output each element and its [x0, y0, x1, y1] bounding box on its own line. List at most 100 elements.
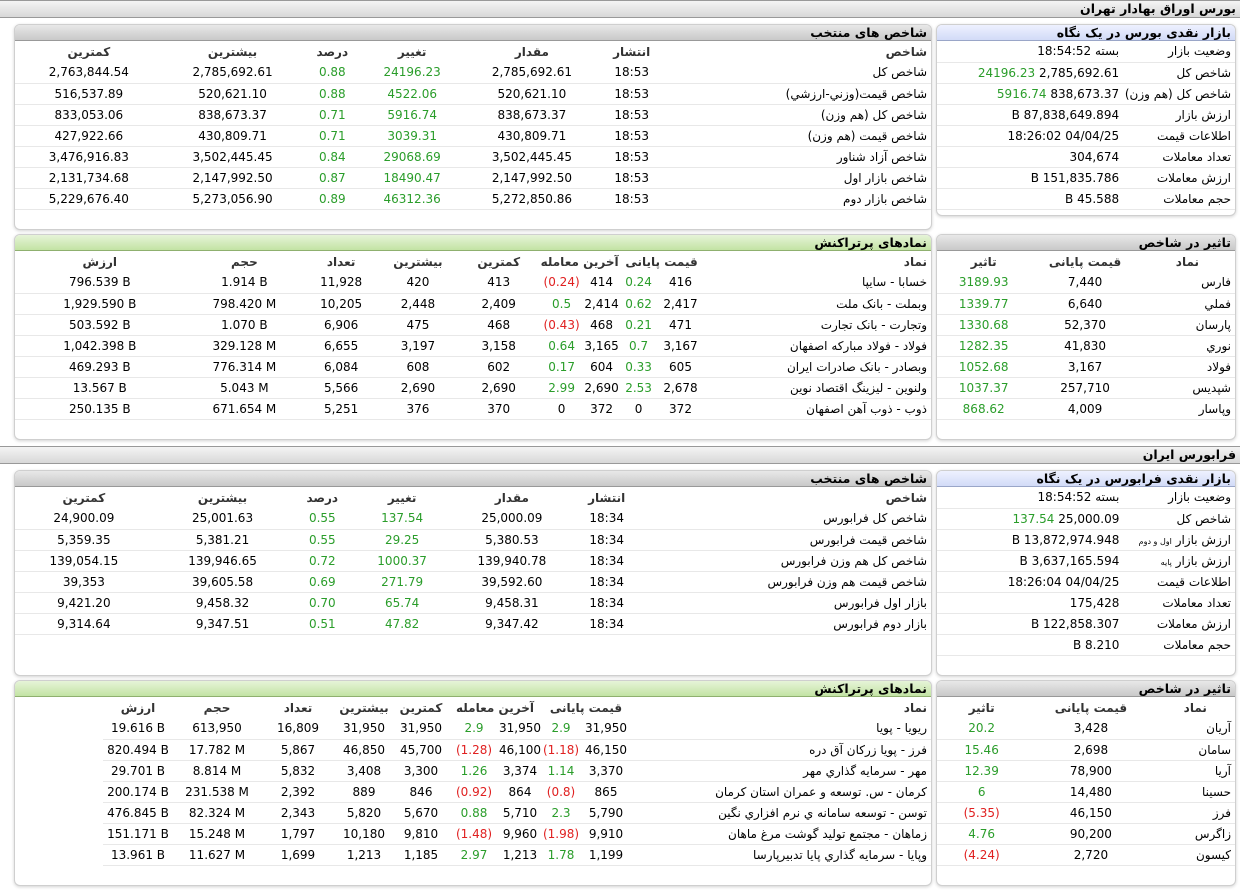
- index-row[interactable]: شاخص آزاد شناور 18:53 3,502,445.45 29068.69…: [15, 146, 931, 168]
- trade-name[interactable]: کرمان - س. توسعه و عمران استان کرمان: [631, 781, 931, 803]
- impact-row[interactable]: کیسون 2,720 (4.24): [937, 844, 1235, 866]
- impact-row[interactable]: وپاسار 4,009 868.62: [937, 398, 1235, 420]
- index-row[interactable]: شاخص بازار دوم 18:53 5,272,850.86 46312.36 0…: [15, 188, 931, 210]
- index-name[interactable]: شاخص کل (هم وزن): [661, 104, 931, 126]
- trade-name[interactable]: فولاد - فولاد مبارکه اصفهان: [703, 335, 931, 357]
- market-change: 24196.23: [977, 65, 1036, 80]
- index-name[interactable]: شاخص بازار اول: [661, 167, 931, 189]
- impact-row[interactable]: سامان 2,698 15.46: [937, 739, 1235, 761]
- impact-symbol[interactable]: حسينا: [1155, 781, 1235, 803]
- trade-name[interactable]: زماهان - مجتمع توليد گوشت مرغ ماهان: [631, 823, 931, 845]
- index-row[interactable]: شاخص قیمت هم وزن فرابورس 18:34 39,592.60 27…: [15, 571, 931, 593]
- impact-symbol[interactable]: سامان: [1155, 739, 1235, 761]
- index-row[interactable]: شاخص قیمت (هم وزن) 18:53 430,809.71 3039.31…: [15, 125, 931, 147]
- impact-symbol[interactable]: نوري: [1139, 335, 1235, 357]
- index-row[interactable]: شاخص بازار اول 18:53 2,147,992.50 18490.47 0…: [15, 167, 931, 189]
- impact-row[interactable]: فارس 7,440 3189.93: [937, 272, 1235, 294]
- impact-row[interactable]: پارسان 52,370 1330.68: [937, 314, 1235, 336]
- fara-impact-title: تاثیر در شاخص: [937, 681, 1235, 697]
- trade-name[interactable]: مهر - سرمايه گذاري مهر: [631, 760, 931, 782]
- impact-symbol[interactable]: فولاد: [1139, 356, 1235, 378]
- index-name[interactable]: شاخص کل فرابورس: [641, 508, 931, 530]
- index-row[interactable]: شاخص کل 18:53 2,785,692.61 24196.23 0.88 2,78…: [15, 62, 931, 84]
- trade-min: 2,690: [457, 377, 540, 399]
- impact-row[interactable]: فملي 6,640 1339.77: [937, 293, 1235, 315]
- trade-row[interactable]: وپايا - سرمايه گذاري پايا تدبيرپارسا 1,19…: [15, 844, 931, 866]
- index-row[interactable]: بازار اول فرابورس 18:34 9,458.31 65.74 0.70 9…: [15, 592, 931, 614]
- index-name[interactable]: شاخص قیمت (هم وزن): [661, 125, 931, 147]
- index-min: 2,131,734.68: [15, 167, 163, 189]
- index-row[interactable]: بازار دوم فرابورس 18:34 9,347.42 47.82 0.51 9…: [15, 613, 931, 635]
- trade-row[interactable]: خسابا - سايپا 416 0.24 414 (0.24) 413 420 11,92…: [15, 272, 931, 294]
- trade-row[interactable]: فرز - پويا زرکان آق دره 46,150 (1.18) 46,10…: [15, 739, 931, 761]
- index-row[interactable]: شاخص کل (هم وزن) 18:53 838,673.37 5916.74 0.…: [15, 104, 931, 126]
- market-value-text: 151,835.786 B: [1030, 170, 1120, 185]
- trade-row[interactable]: ذوب - ذوب آهن اصفهان 372 0 372 0 370 376 5,251 6…: [15, 398, 931, 420]
- impact-symbol[interactable]: آريان: [1155, 718, 1235, 740]
- index-name[interactable]: شاخص قیمت فرابورس: [641, 529, 931, 551]
- trade-row[interactable]: کرمان - س. توسعه و عمران استان کرمان 865(…: [15, 781, 931, 803]
- impact-symbol[interactable]: زاگرس: [1155, 823, 1235, 845]
- impact-row[interactable]: آريان 3,428 20.2: [937, 718, 1235, 740]
- impact-row[interactable]: آريا 78,900 12.39: [937, 760, 1235, 782]
- impact-row[interactable]: فرز 46,150 (5.35): [937, 802, 1235, 824]
- trade-name[interactable]: ريويا - پويا: [631, 718, 931, 740]
- impact-symbol[interactable]: فملي: [1139, 293, 1235, 315]
- trade-row[interactable]: توسن - توسعه سامانه ي نرم افزاري نگين 5,7…: [15, 802, 931, 824]
- index-name[interactable]: شاخص قیمت هم وزن فرابورس: [641, 571, 931, 593]
- impact-row[interactable]: حسينا 14,480 6: [937, 781, 1235, 803]
- index-row[interactable]: شاخص کل فرابورس 18:34 25,000.09 137.54 0.55 2…: [15, 508, 931, 530]
- impact-row[interactable]: زاگرس 90,200 4.76: [937, 823, 1235, 845]
- impact-symbol[interactable]: وپاسار: [1139, 398, 1235, 420]
- market-value: 2,785,692.61 24196.23: [937, 62, 1124, 84]
- trade-row[interactable]: ريويا - پويا 31,950 2.9 31,950 2.9 31,950 31,9…: [15, 718, 931, 740]
- index-max: 430,809.71: [162, 125, 303, 147]
- index-row[interactable]: شاخص کل هم وزن فرابورس 18:34 139,940.78 100…: [15, 550, 931, 572]
- index-row[interactable]: شاخص قیمت فرابورس 18:34 5,380.53 29.25 0.55 5…: [15, 529, 931, 551]
- trade-name[interactable]: فرز - پويا زرکان آق دره: [631, 739, 931, 761]
- index-pct: 0.70: [292, 592, 353, 614]
- trade-row[interactable]: ولنوين - ليزينگ اقتصاد نوين 2,678 2.53 2,69…: [15, 377, 931, 399]
- impact-row[interactable]: فولاد 3,167 1052.68: [937, 356, 1235, 378]
- impact-row[interactable]: نوري 41,830 1282.35: [937, 335, 1235, 357]
- index-name[interactable]: شاخص بازار دوم: [661, 188, 931, 210]
- trade-name[interactable]: وبصادر - بانک صادرات ايران: [703, 356, 931, 378]
- market-row: اطلاعات قیمت 04/04/25 18:26:04: [937, 571, 1235, 593]
- trade-row[interactable]: وبملت - بانک ملت 2,417 0.62 2,414 0.5 2,409 2,…: [15, 293, 931, 315]
- impact-symbol[interactable]: پارسان: [1139, 314, 1235, 336]
- impact-symbol[interactable]: کیسون: [1155, 844, 1235, 866]
- trade-last: 864: [499, 781, 541, 803]
- impact-row[interactable]: شپديس 257,710 1037.37: [937, 377, 1235, 399]
- impact-symbol[interactable]: شپديس: [1139, 377, 1235, 399]
- trade-last-change: 2.9: [449, 718, 499, 740]
- index-name[interactable]: بازار اول فرابورس: [641, 592, 931, 614]
- trade-row[interactable]: زماهان - مجتمع توليد گوشت مرغ ماهان 9,910…: [15, 823, 931, 845]
- trade-row[interactable]: مهر - سرمايه گذاري مهر 3,370 1.14 3,374 1.26…: [15, 760, 931, 782]
- trade-name[interactable]: توسن - توسعه سامانه ي نرم افزاري نگين: [631, 802, 931, 824]
- index-name[interactable]: شاخص کل: [661, 62, 931, 84]
- trade-name[interactable]: وبملت - بانک ملت: [703, 293, 931, 315]
- trade-row[interactable]: وبصادر - بانک صادرات ايران 605 0.33 604 0.17…: [15, 356, 931, 378]
- trade-name[interactable]: وتجارت - بانک تجارت: [703, 314, 931, 336]
- trade-row[interactable]: وتجارت - بانک تجارت 471 0.21 468 (0.43) 468 47…: [15, 314, 931, 336]
- trade-close-change: (1.18): [541, 739, 581, 761]
- trade-name[interactable]: وپايا - سرمايه گذاري پايا تدبيرپارسا: [631, 844, 931, 866]
- impact-symbol[interactable]: آريا: [1155, 760, 1235, 782]
- impact-header: قیمت پایانی: [1048, 254, 1122, 269]
- trade-max: 376: [378, 398, 458, 420]
- trade-count: 5,832: [261, 760, 335, 782]
- index-name[interactable]: شاخص کل هم وزن فرابورس: [641, 550, 931, 572]
- market-value: 45.588 B: [937, 188, 1124, 210]
- impact-price: 4,009: [1030, 398, 1140, 420]
- trade-name[interactable]: خسابا - سايپا: [703, 272, 931, 294]
- impact-symbol[interactable]: فارس: [1139, 272, 1235, 294]
- index-name[interactable]: شاخص آزاد شناور: [661, 146, 931, 168]
- index-name[interactable]: بازار دوم فرابورس: [641, 613, 931, 635]
- trade-name[interactable]: ذوب - ذوب آهن اصفهان: [703, 398, 931, 420]
- trade-row[interactable]: فولاد - فولاد مبارکه اصفهان 3,167 0.7 3,165…: [15, 335, 931, 357]
- impact-symbol[interactable]: فرز: [1155, 802, 1235, 824]
- trade-name[interactable]: ولنوين - ليزينگ اقتصاد نوين: [703, 377, 931, 399]
- index-row[interactable]: شاخص قیمت(وزني-ارزشي) 18:53 520,621.10 4522…: [15, 83, 931, 105]
- market-label: شاخص کل: [1123, 62, 1235, 84]
- index-name[interactable]: شاخص قیمت(وزني-ارزشي): [661, 83, 931, 105]
